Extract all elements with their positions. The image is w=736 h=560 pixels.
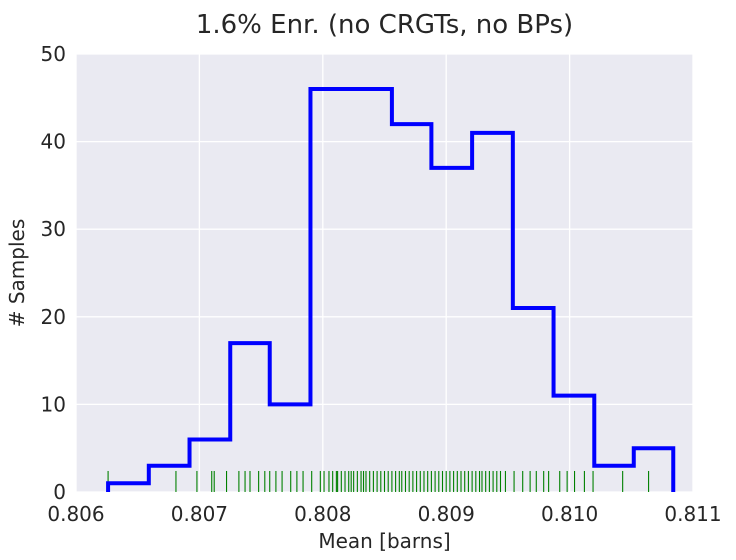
y-tick-label: 30 bbox=[41, 217, 66, 241]
x-tick-label: 0.808 bbox=[294, 502, 351, 526]
x-tick-label: 0.806 bbox=[47, 502, 104, 526]
histogram-series bbox=[106, 87, 676, 492]
y-axis-label: # Samples bbox=[5, 219, 29, 328]
y-tick-label: 50 bbox=[41, 42, 66, 66]
x-tick-label: 0.809 bbox=[418, 502, 475, 526]
y-tick-label: 20 bbox=[41, 305, 66, 329]
x-tick-label: 0.807 bbox=[171, 502, 228, 526]
plot-background bbox=[76, 54, 693, 492]
histogram-step-line bbox=[106, 87, 676, 492]
grid-lines bbox=[75, 53, 694, 493]
tick-labels: 0.806 0.807 0.808 0.809 0.810 0.811 0 10 20 30 40 5… bbox=[41, 42, 722, 526]
y-tick-label: 0 bbox=[53, 480, 66, 504]
chart-title: 1.6% Enr. (no CRGTs, no BPs) bbox=[196, 10, 573, 40]
x-tick-label: 0.810 bbox=[541, 502, 598, 526]
x-axis-label: Mean [barns] bbox=[318, 529, 450, 553]
x-tick-label: 0.811 bbox=[664, 502, 721, 526]
y-tick-label: 10 bbox=[41, 392, 66, 416]
y-tick-label: 40 bbox=[41, 130, 66, 154]
